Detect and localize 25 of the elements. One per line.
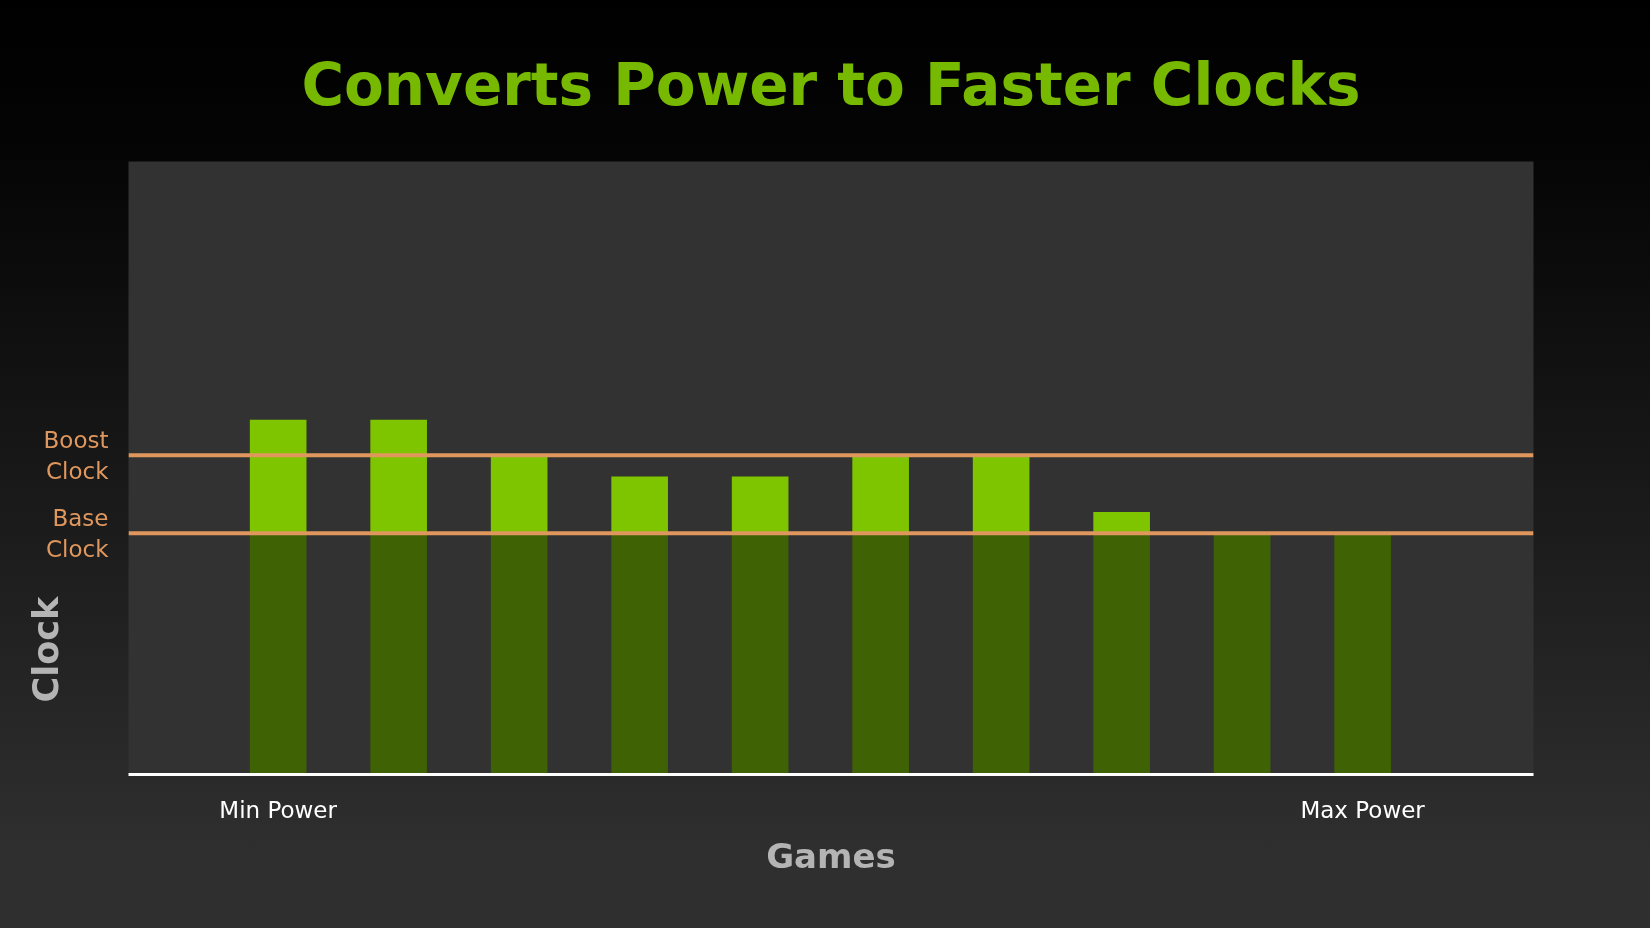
bar	[1093, 511, 1150, 534]
bar	[1093, 533, 1150, 775]
bar	[249, 419, 307, 534]
bar	[611, 476, 668, 534]
chart-title: Converts Power to Faster Clocks	[301, 50, 1361, 119]
ref-line-label: Boost Clock	[43, 426, 110, 484]
bar	[852, 455, 909, 534]
bar	[370, 533, 427, 775]
x-axis-title: Games	[766, 835, 896, 876]
x-tick-label: Min Power	[219, 796, 338, 823]
bar	[490, 533, 548, 775]
bar	[490, 455, 548, 534]
bar	[249, 533, 307, 775]
bar	[972, 455, 1030, 534]
x-tick-label: Max Power	[1300, 796, 1426, 823]
bar	[731, 533, 789, 775]
bar	[731, 476, 789, 534]
bar	[972, 533, 1030, 775]
bar	[1213, 533, 1271, 775]
ref-line-label: Base Clock	[46, 504, 110, 562]
bar	[852, 533, 909, 775]
bar	[611, 533, 668, 775]
bar	[370, 419, 427, 534]
bar	[1334, 533, 1391, 775]
y-axis-title: Clock	[25, 596, 66, 703]
